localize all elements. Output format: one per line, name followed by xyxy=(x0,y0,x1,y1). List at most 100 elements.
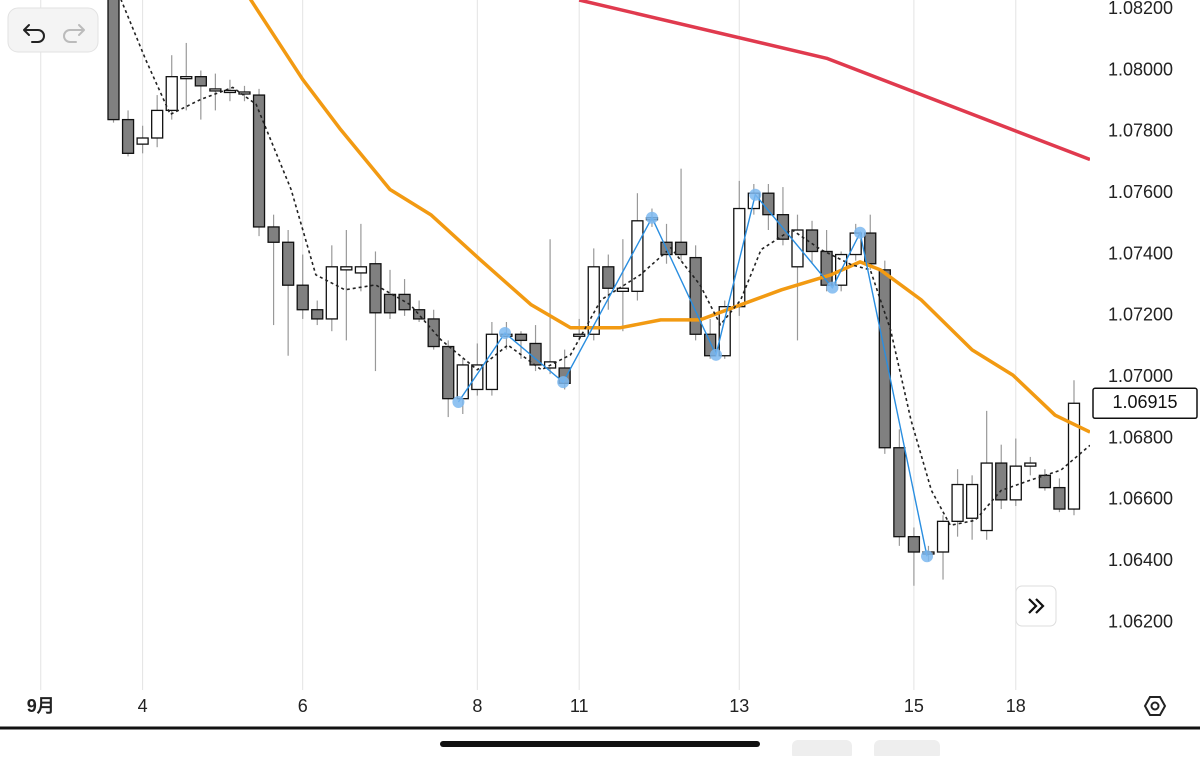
redo-icon xyxy=(63,24,85,43)
grid xyxy=(40,0,1017,690)
candle-body xyxy=(951,483,964,522)
settings-dot xyxy=(1150,701,1160,711)
axes: 9月 4 6 8 11 13 15 18 1.08200 1.08000 1.07800 1.0760… xyxy=(27,0,1198,716)
candle-body xyxy=(311,309,324,320)
candle-body xyxy=(791,229,804,268)
hexagon-icon xyxy=(1143,696,1167,716)
candle-body xyxy=(121,118,135,154)
candle-body xyxy=(107,0,120,121)
candle-body xyxy=(674,241,688,256)
x-tick-label: 18 xyxy=(1006,696,1026,716)
y-tick-label: 1.07200 xyxy=(1108,305,1173,325)
candle-body xyxy=(325,266,338,320)
candle-body xyxy=(965,483,979,519)
y-tick-label: 1.07400 xyxy=(1108,243,1173,263)
y-tick-label: 1.08000 xyxy=(1108,59,1173,79)
y-tick-label: 1.07600 xyxy=(1108,182,1173,202)
zigzag-point xyxy=(709,348,722,361)
candle-body xyxy=(456,364,469,400)
undo-button[interactable] xyxy=(23,24,45,43)
candle-body xyxy=(820,250,833,286)
candle-body xyxy=(587,266,600,335)
candle-body xyxy=(412,309,426,320)
undo-icon xyxy=(23,24,45,43)
candle-body xyxy=(252,94,266,228)
last-price-box xyxy=(1092,387,1198,420)
candle-body xyxy=(995,462,1008,501)
candle-body xyxy=(1024,462,1037,467)
candle-body xyxy=(340,266,353,271)
candle-body xyxy=(616,287,630,292)
y-tick-label: 1.06800 xyxy=(1108,427,1173,447)
y-tick-label: 1.06400 xyxy=(1108,550,1173,570)
zigzag-point xyxy=(854,226,867,239)
candle-body xyxy=(180,76,193,80)
candle-body xyxy=(689,256,702,335)
zigzag-point xyxy=(452,396,465,409)
zigzag-point xyxy=(645,211,658,224)
candle-body xyxy=(776,214,790,240)
x-tick-label: 6 xyxy=(298,696,308,716)
candle-body xyxy=(1067,402,1081,510)
x-tick-label: 11 xyxy=(570,696,589,716)
x-tick-label: 4 xyxy=(138,696,148,716)
toolbar-button[interactable] xyxy=(792,740,852,760)
indicator-line xyxy=(248,0,1090,434)
x-tick-label: 9月 xyxy=(27,696,55,716)
candle-body xyxy=(194,76,207,87)
x-tick-label: 15 xyxy=(904,696,924,716)
candle-body xyxy=(907,536,921,553)
y-tick-label: 1.07800 xyxy=(1108,121,1173,141)
candle-body xyxy=(296,284,309,311)
chevrons-icon xyxy=(1028,598,1045,614)
candle-body xyxy=(573,333,586,337)
zigzag-point xyxy=(749,188,762,201)
candle-body xyxy=(864,232,877,265)
candle-body xyxy=(354,266,368,274)
candle-body xyxy=(369,263,382,314)
candle-body xyxy=(267,226,280,243)
last-price-label: 1.06915 xyxy=(1112,392,1177,412)
zigzag-point xyxy=(498,327,511,340)
y-tick-label: 1.08200 xyxy=(1108,0,1173,18)
candle-body xyxy=(136,137,149,145)
candle-body xyxy=(281,241,295,286)
zigzag-point xyxy=(826,281,839,294)
candle-body xyxy=(631,220,644,292)
zigzag-point xyxy=(557,376,570,389)
candle-body xyxy=(718,306,731,357)
x-tick-label: 8 xyxy=(472,696,482,716)
y-tick-label: 1.06200 xyxy=(1108,611,1173,631)
candle-body xyxy=(427,318,440,348)
candle-body xyxy=(514,333,528,342)
indicator-line xyxy=(578,0,1090,162)
home-indicator xyxy=(440,741,760,747)
zigzag-point xyxy=(921,550,934,563)
toolbar-button[interactable] xyxy=(874,740,940,760)
candle-body xyxy=(980,462,993,532)
candle-body xyxy=(878,269,891,449)
y-tick-label: 1.07000 xyxy=(1108,366,1173,386)
candle-body xyxy=(223,89,237,94)
candle-body xyxy=(602,266,615,289)
candle-body xyxy=(1053,486,1066,510)
plot-area xyxy=(107,0,1090,586)
candle-body xyxy=(936,520,950,553)
indicator-line xyxy=(120,0,1090,527)
scroll-latest-button[interactable] xyxy=(1015,585,1057,627)
x-tick-label: 13 xyxy=(729,696,749,716)
candle-body xyxy=(151,109,164,139)
settings-button[interactable] xyxy=(1143,696,1167,716)
redo-button[interactable] xyxy=(63,24,85,43)
candle-body xyxy=(165,76,178,112)
candle-body xyxy=(383,293,397,314)
candle-body xyxy=(471,364,484,391)
candle-body xyxy=(442,345,455,400)
candle-body xyxy=(238,91,251,95)
candle-body xyxy=(1009,465,1022,501)
candle-body xyxy=(893,447,906,538)
candle-body xyxy=(209,88,222,92)
y-tick-label: 1.06600 xyxy=(1108,489,1173,509)
